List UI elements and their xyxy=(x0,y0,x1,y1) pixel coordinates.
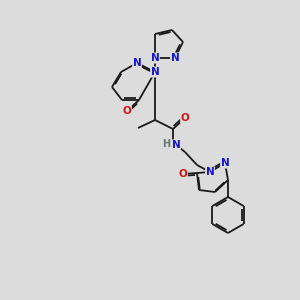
Text: N: N xyxy=(220,158,230,168)
Text: O: O xyxy=(181,113,189,123)
Text: N: N xyxy=(151,67,159,77)
Text: O: O xyxy=(123,106,131,116)
Text: N: N xyxy=(206,167,214,177)
Text: O: O xyxy=(178,169,188,179)
Text: N: N xyxy=(171,53,179,63)
Text: H: H xyxy=(162,139,170,149)
Text: N: N xyxy=(133,58,141,68)
Text: N: N xyxy=(151,53,159,63)
Text: N: N xyxy=(172,140,180,150)
